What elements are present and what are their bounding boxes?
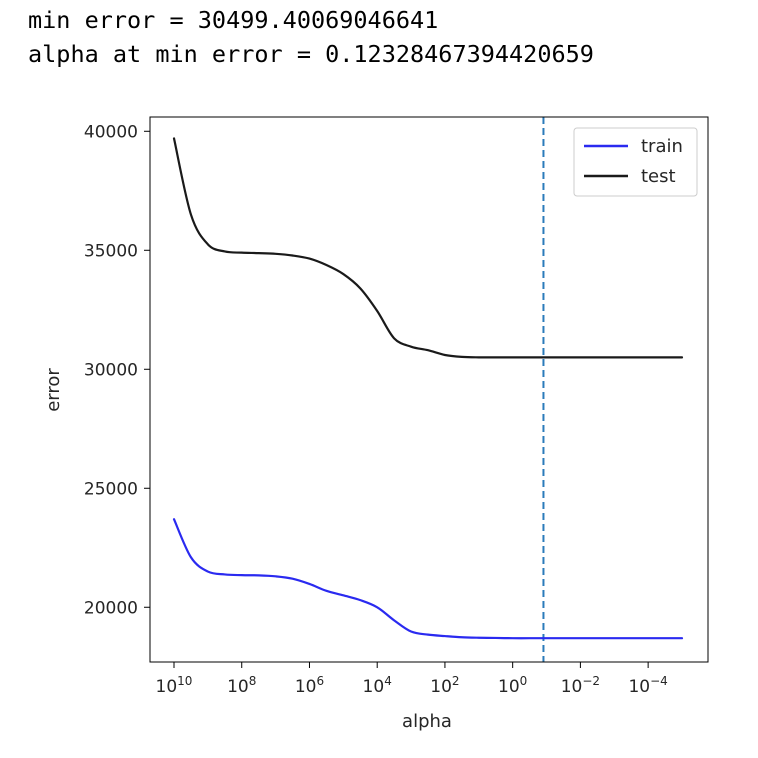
x-tick-exponent: 2 [452,674,460,688]
x-tick-base: 10 [227,677,249,697]
x-tick-label: 104 [363,674,392,697]
min-error-output: min error = 30499.40069046641 [28,6,439,34]
y-tick-label: 40000 [84,122,138,142]
legend-label-train: train [641,136,683,157]
x-axis-label: alpha [402,711,452,732]
x-tick-exponent: 0 [520,674,528,688]
legend: train test [573,127,698,197]
x-tick-label: 108 [227,674,256,697]
legend-label-test: test [641,166,676,187]
series-line-train [172,518,684,640]
y-axis-ticks: 20000 25000 30000 35000 40000 [84,122,150,618]
x-tick-label: 10−2 [561,674,600,697]
x-tick-label: 1010 [156,674,193,697]
x-tick-exponent: 8 [249,674,257,688]
x-tick-base: 10 [156,677,178,697]
x-tick-base: 10 [295,677,317,697]
x-tick-base: 10 [628,677,650,697]
x-tick-label: 10−4 [628,674,667,697]
x-tick-base: 10 [363,677,385,697]
x-tick-label: 106 [295,674,324,697]
x-axis-ticks: 1010 108 106 104 102 100 10−2 10−4 [156,662,668,697]
x-tick-exponent: 6 [316,674,324,688]
y-tick-label: 35000 [84,241,138,261]
x-tick-exponent: 10 [177,674,192,688]
x-tick-label: 100 [498,674,527,697]
y-tick-label: 25000 [84,479,138,499]
series-line-test [172,137,684,359]
x-tick-exponent: −4 [650,674,668,688]
series-layer [172,137,684,640]
y-tick-label: 30000 [84,360,138,380]
alpha-output: alpha at min error = 0.12328467394420659 [28,40,594,68]
y-tick-label: 20000 [84,598,138,618]
plot-frame [149,116,709,663]
x-tick-label: 102 [430,674,459,697]
plot-area [150,117,708,662]
x-tick-base: 10 [498,677,520,697]
x-tick-base: 10 [561,677,583,697]
x-tick-base: 10 [430,677,452,697]
y-axis-label: error [43,368,64,412]
x-tick-exponent: −2 [582,674,600,688]
x-tick-exponent: 4 [384,674,392,688]
